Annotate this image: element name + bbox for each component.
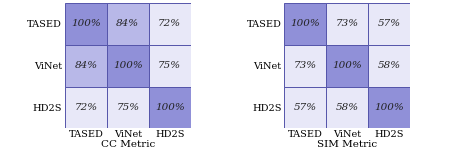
Text: 57%: 57% xyxy=(293,103,316,112)
X-axis label: SIM Metric: SIM Metric xyxy=(317,140,376,149)
Bar xyxy=(325,3,368,45)
Text: 75%: 75% xyxy=(116,103,139,112)
Bar xyxy=(325,86,368,128)
Text: 75%: 75% xyxy=(158,61,181,70)
Bar xyxy=(368,45,409,86)
Bar xyxy=(368,86,409,128)
Text: 58%: 58% xyxy=(377,61,400,70)
Bar xyxy=(368,3,409,45)
Text: 100%: 100% xyxy=(290,19,319,28)
Bar xyxy=(148,45,190,86)
Text: 72%: 72% xyxy=(74,103,97,112)
Text: 73%: 73% xyxy=(335,19,358,28)
Bar xyxy=(325,45,368,86)
Bar xyxy=(106,86,148,128)
Bar xyxy=(284,86,325,128)
Bar xyxy=(106,45,148,86)
Bar xyxy=(65,45,106,86)
Text: 58%: 58% xyxy=(335,103,358,112)
Text: 100%: 100% xyxy=(71,19,101,28)
Text: 100%: 100% xyxy=(113,61,142,70)
Bar xyxy=(148,3,190,45)
Text: 100%: 100% xyxy=(155,103,184,112)
Bar xyxy=(284,45,325,86)
Bar xyxy=(106,3,148,45)
Bar xyxy=(148,86,190,128)
X-axis label: CC Metric: CC Metric xyxy=(101,140,155,149)
Text: 100%: 100% xyxy=(374,103,403,112)
Bar xyxy=(65,86,106,128)
Text: 84%: 84% xyxy=(74,61,97,70)
Text: 100%: 100% xyxy=(332,61,361,70)
Text: 84%: 84% xyxy=(116,19,139,28)
Text: 57%: 57% xyxy=(377,19,400,28)
Bar xyxy=(65,3,106,45)
Text: 73%: 73% xyxy=(293,61,316,70)
Text: 72%: 72% xyxy=(158,19,181,28)
Bar xyxy=(284,3,325,45)
